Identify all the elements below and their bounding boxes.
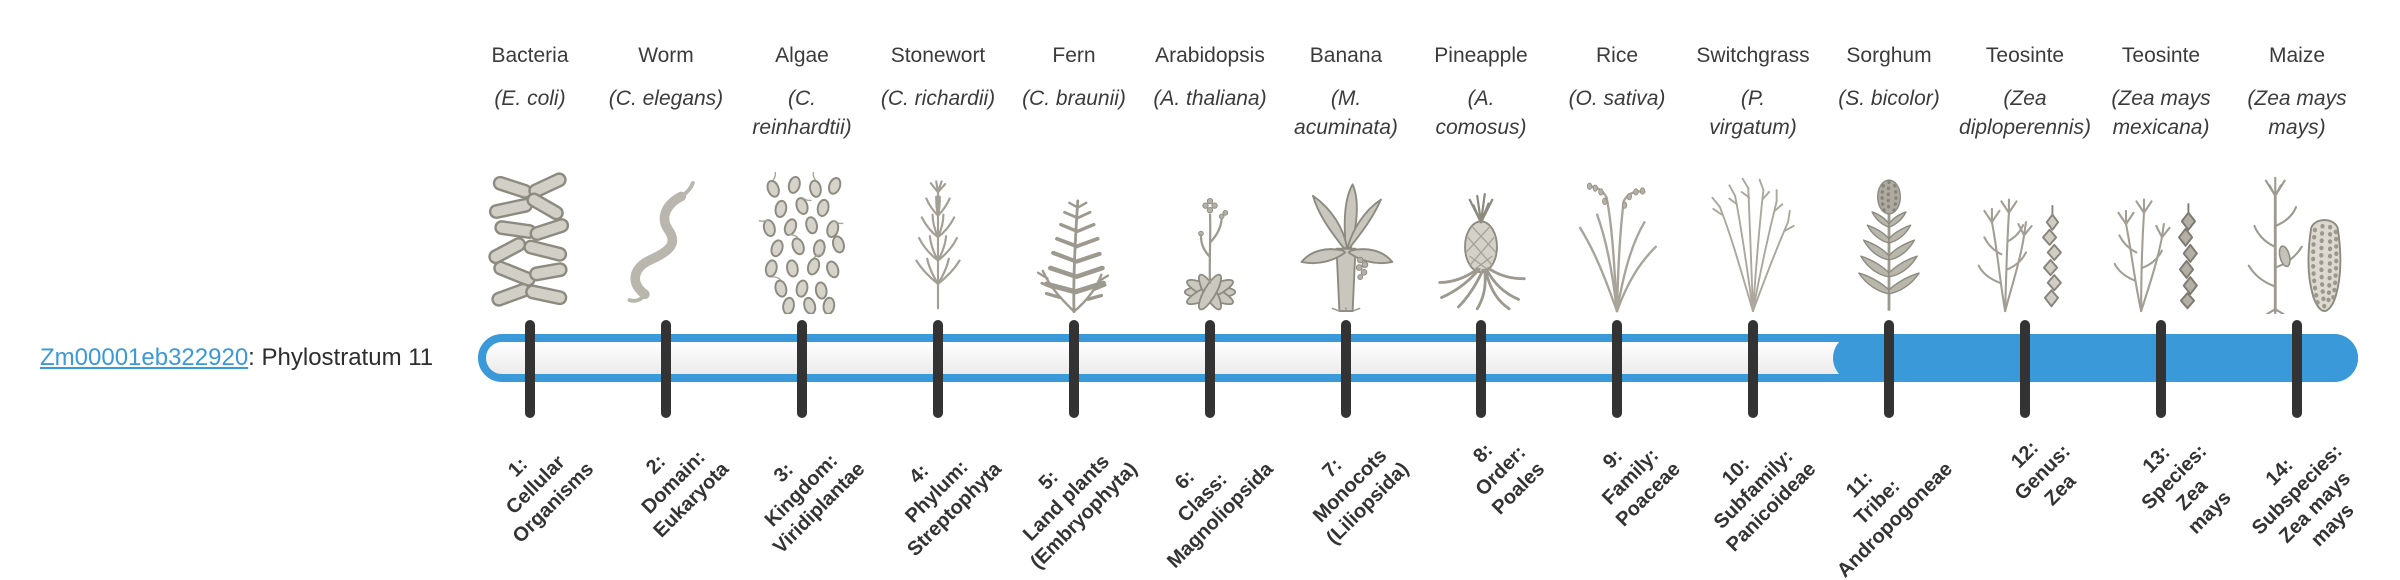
gene-phylostratum-label: Zm00001eb322920: Phylostratum 11 (40, 344, 433, 372)
stratum-tick-mark (2156, 320, 2166, 418)
organism-scientific-name: (M. acuminata) (1264, 84, 1428, 142)
organism-scientific-name-line: virgatum) (1709, 116, 1797, 139)
organism-scientific-name-line: (C. (788, 87, 816, 110)
stratum-label: 10: Subfamily: Panicoideae (1686, 422, 1822, 558)
stratum-label: 4: Phylum: Streptophyta (867, 422, 1007, 562)
organism-scientific-name-line: reinhardtii) (752, 116, 852, 139)
organism-scientific-name: (Zea diploperennis) (1943, 84, 2107, 142)
organism-scientific-name-line: comosus) (1435, 116, 1527, 139)
organism-scientific-name-line: acuminata) (1294, 116, 1398, 139)
stratum-label: 13: Species: Zea mays (2119, 422, 2248, 551)
switchgrass-icon (1698, 168, 1808, 314)
organism-common-name: Worm (638, 44, 694, 67)
organism-common-name: Pineapple (1434, 44, 1528, 67)
stratum-tick-mark (1205, 320, 1215, 418)
organism-scientific-name-line: (Zea mays (2247, 87, 2347, 110)
stratum-label: 1: Cellular Organisms (472, 422, 599, 549)
organism-scientific-name-line: diploperennis) (1959, 116, 2091, 139)
organism-common-name: Fern (1052, 44, 1096, 67)
stratum-tick-mark (2292, 320, 2302, 418)
stratum-label: 2: Domain: Eukaryota (614, 422, 735, 543)
organism-common-name: Rice (1595, 44, 1638, 67)
organism-common-name: Arabidopsis (1155, 44, 1265, 67)
arabidopsis-icon (1155, 168, 1265, 314)
organism-scientific-name: (O. sativa) (1535, 84, 1699, 113)
organism-scientific-name: (C. reinhardtii) (720, 84, 884, 142)
organism-common-name: Teosinte (1985, 44, 2065, 67)
stratum-label: 12: Genus: Zea (1992, 422, 2094, 524)
stonewort-icon (883, 168, 993, 314)
organism-common-name: Algae (775, 44, 829, 67)
rice-icon (1562, 168, 1672, 314)
organism-common-name: Bacteria (491, 44, 569, 67)
organism-scientific-name-line: (E. coli) (494, 87, 566, 110)
organism-scientific-name: (A. comosus) (1399, 84, 1563, 142)
gene-id-link[interactable]: Zm00001eb322920 (40, 344, 249, 371)
organism-scientific-name-line: (Zea mays (2111, 87, 2211, 110)
organism-scientific-name: (Zea mays mexicana) (2079, 84, 2243, 142)
banana-icon (1291, 168, 1401, 314)
pineapple-icon (1426, 168, 1536, 314)
stratum-label: 3: Kingdom: Viridiplantae (733, 422, 871, 560)
organism-scientific-name: (E. coli) (448, 84, 612, 113)
organism-common-name: Banana (1309, 44, 1383, 67)
organism-scientific-name-line: (C. braunii) (1022, 87, 1126, 110)
teosinte-diploperennis-icon (1970, 168, 2080, 314)
organism-scientific-name: (A. thaliana) (1128, 84, 1292, 113)
organism-scientific-name-line: (A. (1467, 87, 1495, 110)
organism-scientific-name-line: mays) (2268, 116, 2326, 139)
stratum-label: 6: Class: Magnoliopsida (1127, 422, 1279, 574)
organism-scientific-name-line: (S. bicolor) (1838, 87, 1940, 110)
organism-scientific-name-line: mexicana) (2112, 116, 2210, 139)
stratum-tick-mark (2020, 320, 2030, 418)
worm-icon (611, 168, 721, 314)
organism-common-name: Switchgrass (1696, 44, 1810, 67)
stratum-tick-mark (1884, 320, 1894, 418)
organism-scientific-name-line: (C. richardii) (880, 87, 996, 110)
algae-icon (747, 168, 857, 314)
organism-scientific-name: (Zea mays mays) (2215, 84, 2379, 142)
stratum-label: 8: Order: Poales (1451, 422, 1550, 521)
fern-icon (1019, 168, 1129, 314)
stratum-tick-mark (1748, 320, 1758, 418)
organism-scientific-name-line: (M. (1330, 87, 1362, 110)
organism-scientific-name-line: (C. elegans) (608, 87, 724, 110)
organism-scientific-name: (C. braunii) (992, 84, 1156, 113)
stratum-label: 11: Tribe: Andropogoneae (1797, 422, 1958, 580)
stratum-tick-mark (797, 320, 807, 418)
stratum-tick-mark (1612, 320, 1622, 418)
stratum-tick-mark (661, 320, 671, 418)
gene-stratum-text: : Phylostratum 11 (248, 344, 434, 371)
maize-icon (2242, 168, 2352, 314)
stratum-label: 9: Family: Poaceae (1576, 422, 1686, 532)
stratum-label: 5: Land plants (Embryophyta) (990, 422, 1143, 575)
organism-scientific-name-line: (P. (1740, 87, 1766, 110)
organism-scientific-name: (C. elegans) (584, 84, 748, 113)
teosinte-mexicana-icon (2106, 168, 2216, 314)
organism-common-name: Stonewort (890, 44, 986, 67)
organism-common-name: Sorghum (1846, 44, 1932, 67)
organism-scientific-name-line: (A. thaliana) (1153, 87, 1267, 110)
organism-scientific-name: (S. bicolor) (1807, 84, 1971, 113)
stratum-tick-mark (1476, 320, 1486, 418)
organism-scientific-name: (C. richardii) (856, 84, 1020, 113)
organism-common-name: Maize (2268, 44, 2326, 67)
sorghum-icon (1834, 168, 1944, 314)
organism-common-name: Teosinte (2121, 44, 2201, 67)
organism-scientific-name-line: (O. sativa) (1568, 87, 1666, 110)
stratum-label: 14: Subspecies: Zea mays mays (2230, 422, 2384, 576)
stratum-label: 7: Monocots (Liliopsida) (1287, 422, 1415, 550)
organism-scientific-name: (P. virgatum) (1671, 84, 1835, 142)
phylostrata-bar-highlight (1833, 334, 2358, 382)
stratum-tick-mark (1069, 320, 1079, 418)
stratum-tick-mark (933, 320, 943, 418)
stratum-tick-mark (525, 320, 535, 418)
bacteria-icon (475, 168, 585, 314)
organism-scientific-name-line: (Zea (2003, 87, 2047, 110)
stratum-tick-mark (1341, 320, 1351, 418)
